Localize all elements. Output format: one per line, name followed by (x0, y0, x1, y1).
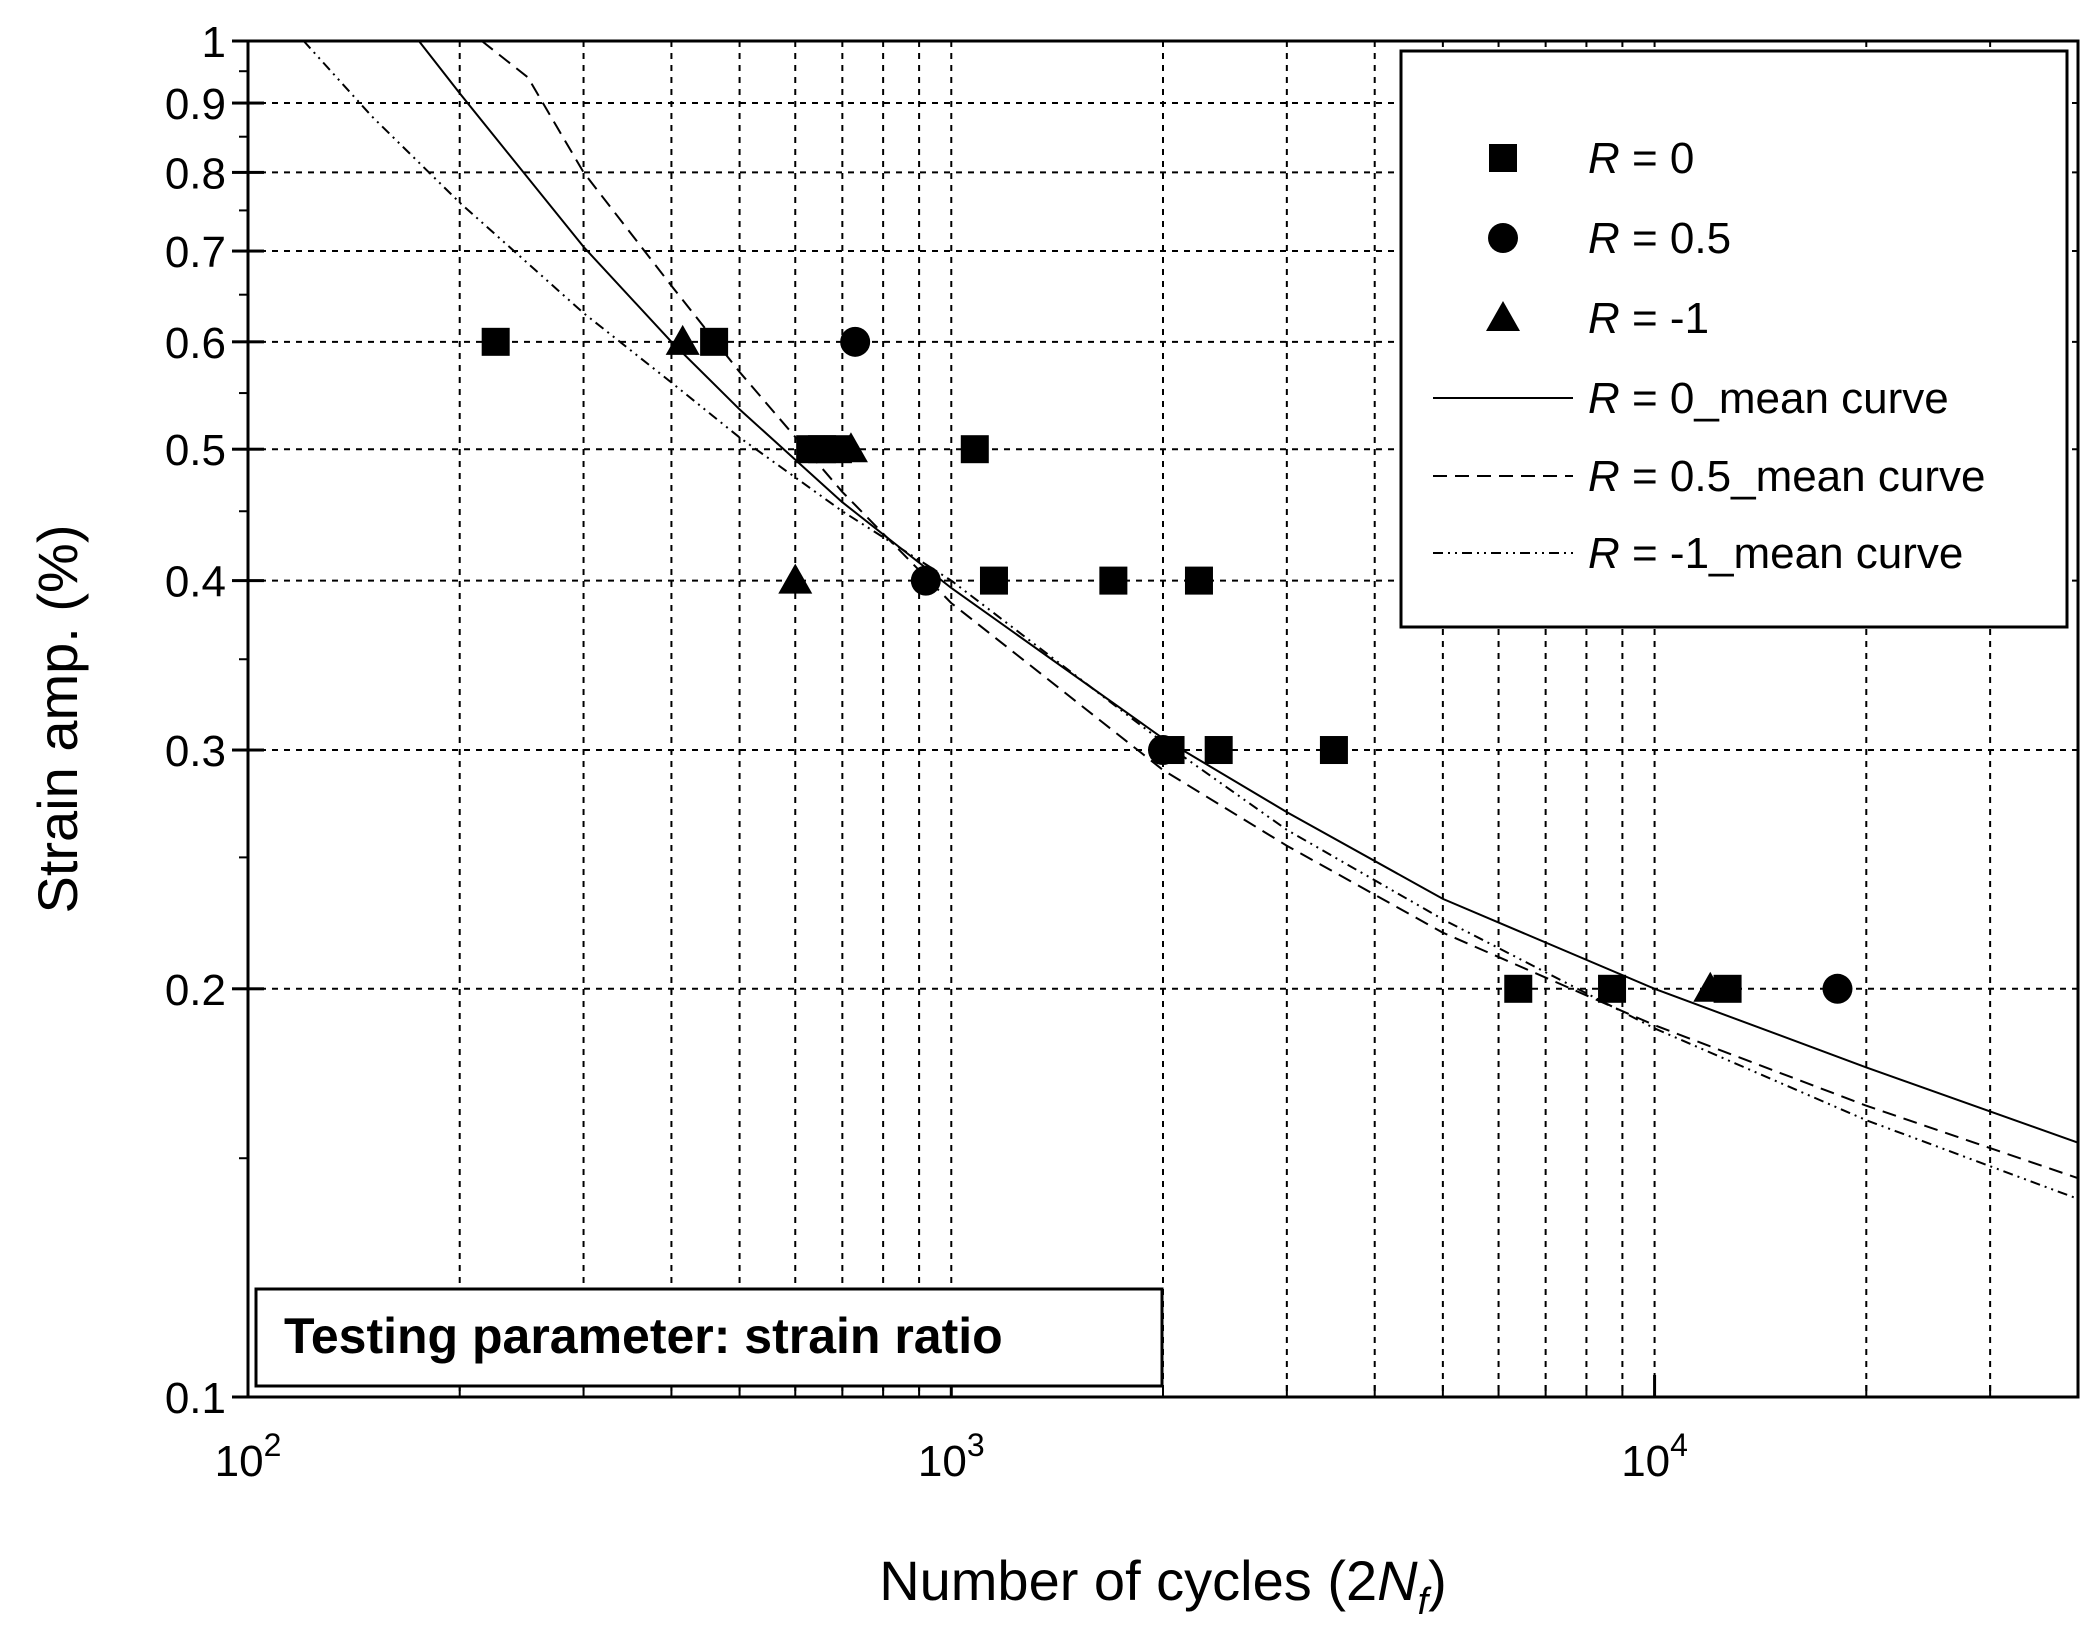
annotation-text: Testing parameter: strain ratio (284, 1308, 1003, 1364)
legend-label: R = 0 (1588, 134, 1694, 183)
x-tick-label: 102 (215, 1427, 282, 1486)
legend-r-symbol: R (1588, 452, 1620, 501)
circle-marker (1822, 973, 1853, 1004)
legend-label-rest: = 0.5 (1620, 214, 1731, 263)
square-marker (481, 327, 510, 356)
circle-marker (840, 326, 871, 357)
legend-item: R = -1 (1486, 294, 1709, 343)
square-marker (1204, 736, 1233, 765)
square-marker (979, 566, 1008, 595)
square-marker (1319, 736, 1348, 765)
y-tick-label: 0.9 (165, 80, 226, 129)
mean-curve-line (481, 41, 2078, 1180)
x-tick-base: 10 (1621, 1437, 1670, 1486)
y-tick-label: 0.3 (165, 727, 226, 776)
square-marker (960, 435, 989, 464)
legend-label-rest: = 0_mean curve (1620, 374, 1949, 423)
legend-r-symbol: R (1588, 294, 1620, 343)
x-tick-exponent: 2 (264, 1427, 282, 1463)
legend-item: R = 0 (1489, 134, 1694, 183)
y-tick-label: 1 (202, 18, 226, 67)
legend-r-symbol: R (1588, 374, 1620, 423)
triangle-marker (1693, 971, 1728, 1002)
square-marker (1184, 566, 1213, 595)
triangle-marker (665, 324, 700, 355)
legend-label-rest: = -1 (1620, 294, 1709, 343)
grid-lines (248, 41, 2078, 1397)
square-marker (700, 327, 729, 356)
x-tick-exponent: 4 (1670, 1427, 1688, 1463)
square-marker (1099, 566, 1128, 595)
y-tick-label: 0.7 (165, 228, 226, 277)
legend-label: R = 0_mean curve (1588, 374, 1949, 423)
legend-item: R = 0_mean curve (1433, 374, 1949, 423)
legend-label-rest: = 0.5_mean curve (1620, 452, 1986, 501)
legend-r-symbol: R (1588, 134, 1620, 183)
legend-label: R = -1_mean curve (1588, 529, 1963, 578)
square-marker (1504, 974, 1533, 1003)
legend-square-icon (1489, 144, 1517, 172)
legend-r-symbol: R (1588, 529, 1620, 578)
x-tick-exponent: 3 (967, 1427, 985, 1463)
legend-label: R = 0.5 (1588, 214, 1731, 263)
x-tick-base: 10 (918, 1437, 967, 1486)
triangle-marker (833, 432, 868, 463)
mean-curve-line (418, 41, 2078, 1144)
legend-label-rest: = -1_mean curve (1620, 529, 1964, 578)
legend-r-symbol: R (1588, 214, 1620, 263)
legend-item: R = 0.5 (1488, 214, 1731, 263)
x-axis-title: Number of cycles (2Nf) (879, 1549, 1447, 1623)
legend-label: R = 0.5_mean curve (1588, 452, 1985, 501)
legend-circle-icon (1488, 223, 1518, 253)
y-tick-label: 0.4 (165, 558, 226, 607)
annotation-box: Testing parameter: strain ratio (254, 1287, 1164, 1388)
legend-triangle-icon (1486, 301, 1520, 331)
x-tick-base: 10 (215, 1437, 264, 1486)
circle-marker (1148, 735, 1178, 766)
legend-item: R = -1_mean curve (1433, 529, 1963, 578)
x-tick-label: 103 (918, 1427, 985, 1486)
legend-label-rest: = 0 (1620, 134, 1695, 183)
legend-item: R = 0.5_mean curve (1433, 452, 1985, 501)
y-tick-label: 0.6 (165, 319, 226, 368)
annotation-frame (254, 1287, 1164, 1388)
triangle-marker (778, 563, 813, 594)
square-marker (1598, 974, 1627, 1003)
x-tick-label: 104 (1621, 1427, 1688, 1486)
y-tick-label: 0.1 (165, 1374, 226, 1423)
y-axis-title: Strain amp. (%) (26, 525, 89, 914)
data-markers (481, 324, 1853, 1004)
circle-marker (910, 565, 941, 596)
y-tick-label: 0.5 (165, 426, 226, 475)
y-tick-label: 0.8 (165, 149, 226, 198)
y-tick-label: 0.2 (165, 966, 226, 1015)
mean-curves (302, 41, 2078, 1200)
legend-label: R = -1 (1588, 294, 1709, 343)
